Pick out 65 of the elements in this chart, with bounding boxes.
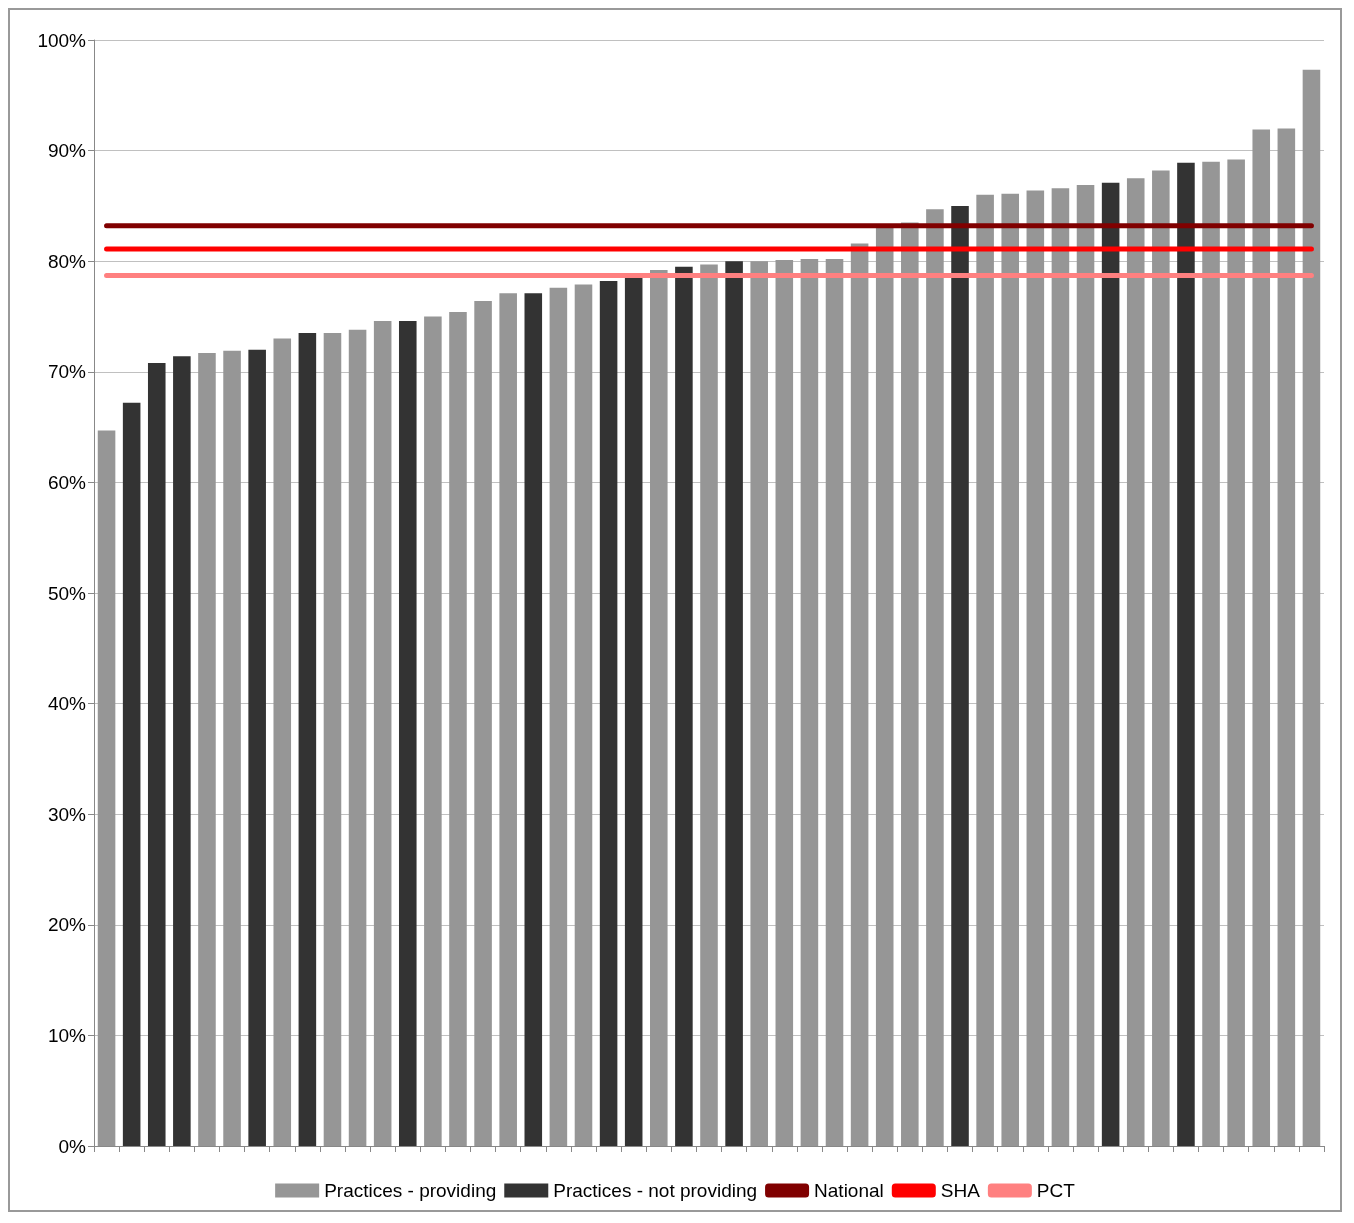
y-tick-label: 80%: [47, 250, 87, 272]
bar: [248, 349, 266, 1146]
bar: [524, 293, 543, 1146]
bar: [976, 194, 994, 1146]
legend-label: National: [814, 1180, 884, 1201]
bar: [273, 338, 292, 1146]
bar: [1001, 193, 1020, 1146]
bar: [901, 222, 919, 1146]
legend-label: Practices - not providing: [553, 1180, 758, 1201]
bar: [499, 293, 517, 1146]
bar: [574, 284, 593, 1146]
bar: [725, 261, 743, 1146]
bar: [398, 320, 417, 1146]
bar: [373, 320, 392, 1146]
y-tick-label: 40%: [47, 693, 87, 715]
bar: [624, 277, 643, 1146]
bar: [850, 243, 869, 1146]
bar: [599, 281, 618, 1146]
y-tick-label: 100%: [37, 29, 87, 51]
bar: [675, 266, 693, 1146]
bar: [951, 205, 969, 1146]
legend-label: Practices - providing: [324, 1180, 497, 1201]
bar: [147, 362, 166, 1146]
bar: [650, 270, 668, 1146]
bar: [298, 333, 317, 1146]
bar: [1302, 69, 1321, 1146]
legend-label: SHA: [940, 1180, 981, 1201]
bar: [122, 402, 141, 1146]
bar: [1227, 159, 1245, 1146]
bar: [1126, 178, 1145, 1146]
bar: [1252, 129, 1271, 1146]
y-tick-label: 50%: [47, 582, 87, 604]
bar: [1101, 182, 1120, 1146]
y-tick-label: 30%: [47, 803, 87, 825]
bar: [800, 258, 819, 1146]
bar: [424, 316, 442, 1146]
bar: [348, 329, 367, 1146]
bar: [223, 350, 241, 1146]
bar: [1026, 190, 1045, 1146]
bar: [1051, 188, 1070, 1146]
bar: [323, 333, 342, 1146]
bar: [1202, 161, 1220, 1146]
bar: [474, 301, 492, 1146]
bar: [926, 209, 944, 1146]
y-tick-label: 0%: [58, 1135, 87, 1157]
bar: [1076, 184, 1095, 1146]
y-tick-label: 60%: [47, 471, 87, 493]
bar: [97, 430, 116, 1146]
bar: [700, 264, 718, 1146]
bar: [775, 260, 794, 1146]
bar: [449, 312, 467, 1146]
y-tick-label: 70%: [47, 361, 87, 383]
bar: [750, 261, 768, 1146]
bar: [1277, 128, 1296, 1146]
bar: [825, 258, 844, 1146]
legend-label: PCT: [1036, 1180, 1076, 1201]
bar: [1177, 162, 1195, 1146]
bar: [173, 356, 191, 1146]
bar: [549, 287, 568, 1146]
bar: [1152, 170, 1170, 1146]
y-tick-label: 10%: [47, 1024, 87, 1046]
bar: [198, 353, 216, 1146]
y-tick-label: 20%: [47, 914, 87, 936]
y-tick-label: 90%: [47, 140, 87, 162]
bar: [875, 225, 894, 1146]
